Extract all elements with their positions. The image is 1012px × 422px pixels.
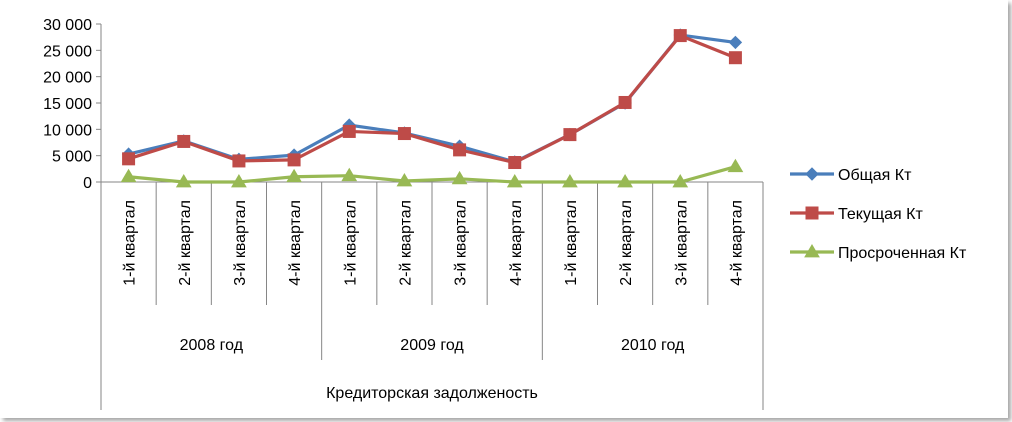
- data-point: [342, 124, 356, 138]
- x-group-label: 2008 год: [180, 337, 244, 354]
- data-point: [728, 35, 743, 50]
- x-category-label: 4-й квартал: [508, 200, 525, 286]
- legend-marker: [805, 167, 819, 181]
- data-point: [177, 134, 191, 148]
- y-tick-label: 15 000: [43, 96, 92, 113]
- x-group-label: 2009 год: [400, 337, 464, 354]
- series-line: [128, 165, 736, 184]
- data-point: [232, 154, 246, 168]
- x-category-label: 1-й квартал: [122, 200, 139, 286]
- data-point: [397, 127, 411, 141]
- legend-marker: [804, 244, 820, 258]
- data-point: [451, 170, 468, 185]
- y-tick-label: 5 000: [52, 149, 92, 166]
- legend-marker: [805, 206, 819, 220]
- x-category-label: 3-й квартал: [673, 200, 690, 286]
- y-tick-label: 20 000: [43, 70, 92, 87]
- data-point: [728, 51, 742, 65]
- x-category-label: 3-й квартал: [232, 200, 249, 286]
- data-point: [286, 168, 302, 183]
- data-point: [563, 128, 577, 142]
- x-category-label: 4-й квартал: [287, 200, 304, 286]
- data-point: [231, 174, 247, 188]
- y-tick-label: 10 000: [43, 122, 92, 139]
- data-point: [122, 152, 136, 166]
- x-category-label: 1-й квартал: [563, 200, 580, 286]
- x-category-label: 2-й квартал: [177, 200, 194, 286]
- x-category-label: 3-й квартал: [453, 200, 470, 286]
- data-point: [672, 174, 689, 188]
- data-point: [727, 158, 744, 173]
- legend-label: Общая Кт: [838, 167, 912, 184]
- y-tick-label: 30 000: [43, 17, 92, 34]
- data-point: [453, 143, 467, 157]
- y-tick-label: 25 000: [43, 43, 92, 60]
- y-tick-label: 0: [83, 175, 92, 192]
- data-point: [341, 167, 358, 182]
- data-point: [396, 172, 413, 187]
- series-line: [128, 33, 737, 165]
- data-point: [673, 29, 687, 43]
- data-point: [506, 174, 523, 188]
- legend-label: Просроченная Кт: [838, 245, 967, 262]
- data-point: [175, 174, 192, 188]
- data-point: [618, 95, 632, 109]
- x-category-label: 4-й квартал: [728, 200, 745, 286]
- x-category-label: 2-й квартал: [397, 200, 414, 286]
- legend-label: Текущая Кт: [838, 206, 923, 223]
- data-point: [287, 153, 301, 167]
- data-point: [617, 174, 633, 188]
- x-outer-label: Кредиторская задолженость: [326, 385, 538, 402]
- x-group-label: 2010 год: [621, 337, 685, 354]
- data-point: [120, 168, 137, 183]
- x-category-label: 1-й квартал: [342, 200, 359, 286]
- data-point: [562, 174, 578, 188]
- data-point: [508, 156, 522, 170]
- x-category-label: 2-й квартал: [618, 200, 635, 286]
